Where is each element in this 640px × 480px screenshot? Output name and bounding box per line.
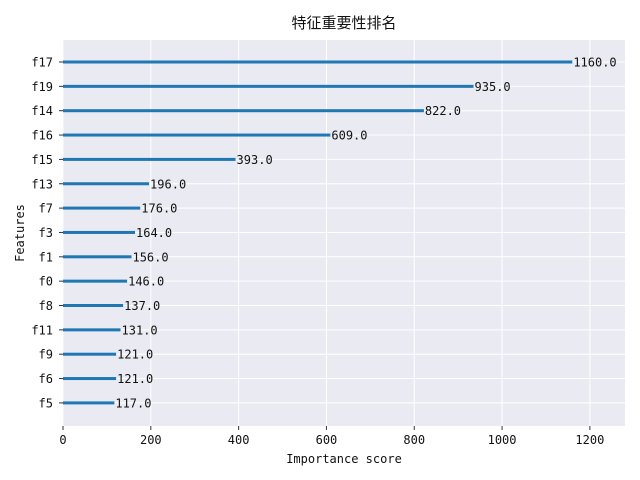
y-tick-label-f8: f8: [39, 299, 53, 313]
x-tick-label: 600: [316, 433, 338, 447]
y-tick-label-f3: f3: [39, 226, 53, 240]
plot-area: [63, 40, 625, 426]
y-tick-label-f16: f16: [31, 129, 53, 143]
data-label-f1: 156.0: [132, 250, 168, 264]
data-labels: 1160.0 935.0 822.0 609.0 393.0 196.0 176.0 164.…: [115, 56, 616, 411]
data-label-f16: 609.0: [331, 129, 367, 143]
bar-f11: [63, 328, 121, 332]
bar-f15: [63, 157, 236, 161]
y-axis-label: Features: [13, 204, 27, 262]
bar-f19: [63, 84, 474, 88]
data-label-f13: 196.0: [150, 177, 186, 191]
x-axis-label: Importance score: [286, 452, 402, 466]
y-tick-label-f14: f14: [31, 104, 53, 118]
data-label-f8: 137.0: [124, 299, 160, 313]
x-tick-label: 200: [140, 433, 162, 447]
data-label-f7: 176.0: [141, 202, 177, 216]
y-tick-labels: f17 f19 f14 f16 f15 f13 f7 f3 f1 f0 f8 f11 f9 f6 f5: [31, 56, 63, 410]
bar-f6: [63, 377, 117, 381]
y-tick-label-f9: f9: [39, 348, 53, 362]
x-tick-label: 1000: [488, 433, 517, 447]
data-label-f3: 164.0: [136, 226, 172, 240]
bar-f5: [63, 401, 115, 405]
bar-f13: [63, 182, 150, 186]
bar-f14: [63, 109, 424, 113]
bar-f7: [63, 206, 141, 210]
bar-f8: [63, 304, 124, 307]
x-tick-label: 0: [59, 433, 66, 447]
y-tick-label-f0: f0: [39, 275, 53, 289]
data-label-f9: 121.0: [117, 348, 153, 362]
y-tick-label-f13: f13: [31, 177, 53, 191]
bar-f3: [63, 230, 136, 234]
data-label-f14: 822.0: [425, 104, 461, 118]
bar-f9: [63, 352, 117, 356]
data-label-f6: 121.0: [117, 372, 153, 386]
y-tick-label-f15: f15: [31, 153, 53, 167]
data-label-f0: 146.0: [128, 275, 164, 289]
y-tick-label-f17: f17: [31, 56, 53, 70]
bars: [63, 60, 573, 405]
bar-f16: [63, 133, 331, 137]
y-tick-label-f19: f19: [31, 80, 53, 94]
x-tick-label: 800: [403, 433, 425, 447]
chart-title: 特征重要性排名: [291, 14, 396, 32]
bar-f0: [63, 279, 128, 283]
bar-f17: [63, 60, 573, 64]
x-tick-label: 1200: [575, 433, 604, 447]
y-tick-label-f11: f11: [31, 323, 53, 337]
y-tick-label-f6: f6: [39, 372, 53, 386]
data-label-f15: 393.0: [237, 153, 273, 167]
y-tick-label-f7: f7: [39, 202, 53, 216]
data-label-f17: 1160.0: [573, 56, 616, 70]
data-label-f19: 935.0: [475, 80, 511, 94]
data-label-f5: 117.0: [115, 396, 151, 410]
x-tick-labels: 0 200 400 600 800 1000 1200: [59, 426, 604, 447]
x-tick-label: 400: [228, 433, 250, 447]
y-tick-label-f5: f5: [39, 396, 53, 410]
y-tick-label-f1: f1: [39, 250, 53, 264]
bar-f1: [63, 255, 132, 259]
data-label-f11: 131.0: [122, 323, 158, 337]
